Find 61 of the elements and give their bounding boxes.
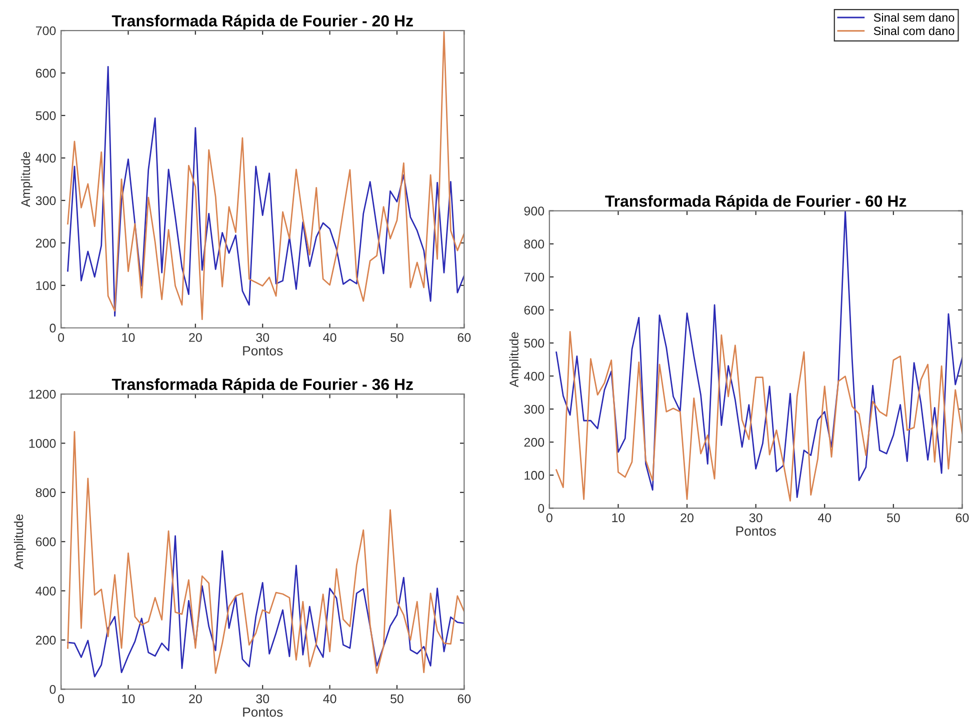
x-tick-label: 50 (886, 513, 900, 522)
x-tick-label: 60 (458, 333, 471, 342)
chart-title: Transformada Rápida de Fourier - 20 Hz (112, 14, 413, 30)
y-tick-label: 200 (36, 636, 56, 645)
y-tick-label: 300 (524, 404, 544, 414)
y-tick-label: 500 (524, 338, 544, 348)
x-tick-label: 30 (256, 694, 270, 704)
line-series (67, 430, 464, 674)
x-tick-label: 30 (749, 513, 762, 522)
y-tick-label: 700 (36, 26, 56, 36)
chart-title: Transformada Rápida de Fourier - 60 Hz (605, 194, 906, 210)
y-tick-label: 600 (36, 68, 56, 78)
y-tick-label: 400 (36, 154, 56, 163)
y-tick-label: 100 (36, 281, 56, 290)
y-tick-label: 1200 (29, 390, 56, 399)
y-tick-label: 200 (524, 438, 544, 447)
y-tick-label: 0 (538, 504, 544, 513)
y-tick-label: 100 (524, 470, 544, 480)
y-tick-label: 800 (36, 488, 56, 498)
x-axis-title: Pontos (736, 526, 776, 536)
x-tick-label: 0 (546, 513, 552, 522)
x-tick-label: 50 (390, 333, 404, 342)
x-tick-label: 60 (458, 694, 471, 704)
x-axis-title: Pontos (243, 708, 283, 717)
x-tick-label: 50 (390, 694, 404, 704)
x-tick-label: 10 (612, 513, 625, 522)
y-tick-label: 200 (36, 238, 56, 248)
line-series (67, 535, 464, 678)
line-series (556, 210, 962, 498)
y-tick-label: 700 (524, 272, 544, 282)
y-tick-label: 600 (36, 537, 56, 546)
x-tick-label: 40 (323, 333, 336, 342)
y-tick-label: 800 (524, 240, 544, 249)
legend-label: Sinal com dano (874, 26, 954, 36)
y-axis-title: Amplitude (509, 332, 521, 388)
y-axis-title: Amplitude (20, 152, 33, 207)
y-tick-label: 400 (524, 372, 544, 381)
x-tick-label: 10 (122, 333, 135, 342)
x-tick-label: 60 (956, 513, 969, 522)
x-tick-label: 20 (189, 333, 202, 342)
y-tick-label: 900 (524, 206, 544, 216)
x-tick-label: 20 (189, 694, 202, 704)
legend-label: Sinal sem dano (874, 13, 954, 22)
x-tick-label: 20 (680, 513, 694, 522)
x-tick-label: 40 (818, 513, 832, 522)
x-tick-label: 40 (323, 694, 336, 704)
x-tick-label: 30 (256, 333, 270, 342)
y-tick-label: 1000 (29, 439, 56, 448)
y-tick-label: 600 (524, 306, 544, 315)
y-tick-label: 300 (36, 196, 56, 206)
y-tick-label: 500 (36, 111, 56, 120)
x-axis-title: Pontos (243, 346, 283, 356)
y-tick-label: 0 (50, 324, 56, 333)
x-tick-label: 10 (122, 694, 135, 704)
y-tick-label: 400 (36, 586, 56, 596)
x-tick-label: 0 (58, 694, 64, 704)
line-series (556, 331, 962, 502)
x-tick-label: 0 (58, 333, 64, 342)
chart-title: Transformada Rápida de Fourier - 36 Hz (112, 378, 413, 394)
y-tick-label: 0 (50, 684, 56, 694)
y-axis-title: Amplitude (14, 514, 26, 570)
